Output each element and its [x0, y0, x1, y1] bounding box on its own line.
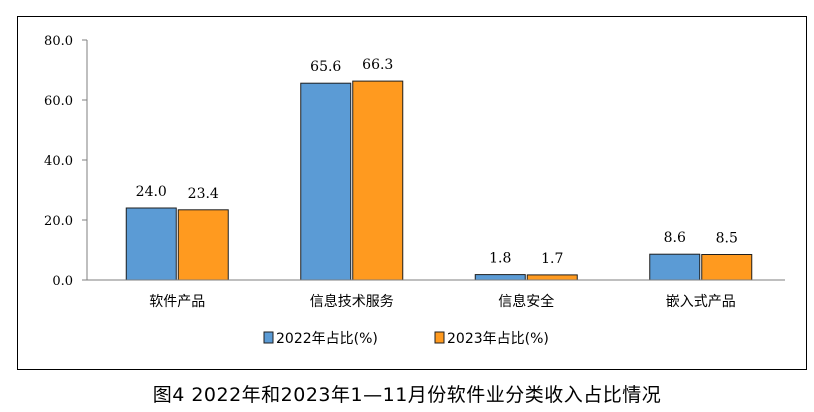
- data-label: 23.4: [188, 186, 219, 202]
- x-category-label: 信息安全: [498, 293, 554, 310]
- data-label: 8.6: [664, 230, 686, 246]
- legend-label-2022: 2022年占比(%): [276, 331, 378, 347]
- data-label: 8.5: [716, 231, 738, 247]
- data-label: 24.0: [136, 184, 167, 200]
- bar-2023-0: [177, 209, 229, 281]
- bar-2022-3: [649, 253, 701, 281]
- data-label: 66.3: [362, 57, 393, 73]
- legend-swatch-2023: [434, 331, 445, 344]
- bar-2022-2: [474, 274, 526, 281]
- x-category-label: 信息技术服务: [310, 293, 394, 310]
- y-tick-label: 80.0: [44, 34, 73, 49]
- bar-2022-1: [300, 82, 352, 281]
- bar-2023-2: [526, 274, 578, 281]
- chart-frame: 0.0 20.0 40.0 60.0 80.0 24.0 23.4 软件产品 65.6 66.3 信…: [17, 16, 807, 370]
- bar-2022-0: [125, 207, 177, 281]
- y-tick-label: 0.0: [52, 274, 73, 289]
- bar-2023-1: [352, 80, 404, 281]
- data-label: 1.7: [541, 251, 563, 267]
- x-category-label: 软件产品: [149, 294, 205, 310]
- legend-label-2023: 2023年占比(%): [447, 331, 549, 347]
- legend-swatch-2022: [263, 331, 274, 344]
- y-tick-label: 60.0: [44, 94, 73, 109]
- figure-caption: 图4 2022年和2023年1—11月份软件业分类收入占比情况: [152, 384, 662, 406]
- x-category-label: 嵌入式产品: [666, 294, 736, 310]
- y-tick-label: 40.0: [44, 154, 73, 169]
- y-tick-label: 20.0: [44, 214, 73, 229]
- data-label: 65.6: [310, 59, 341, 75]
- bar-chart: 0.0 20.0 40.0 60.0 80.0 24.0 23.4 软件产品 65.6 66.3 信…: [44, 34, 785, 347]
- bar-2023-3: [701, 254, 753, 281]
- data-label: 1.8: [489, 251, 511, 267]
